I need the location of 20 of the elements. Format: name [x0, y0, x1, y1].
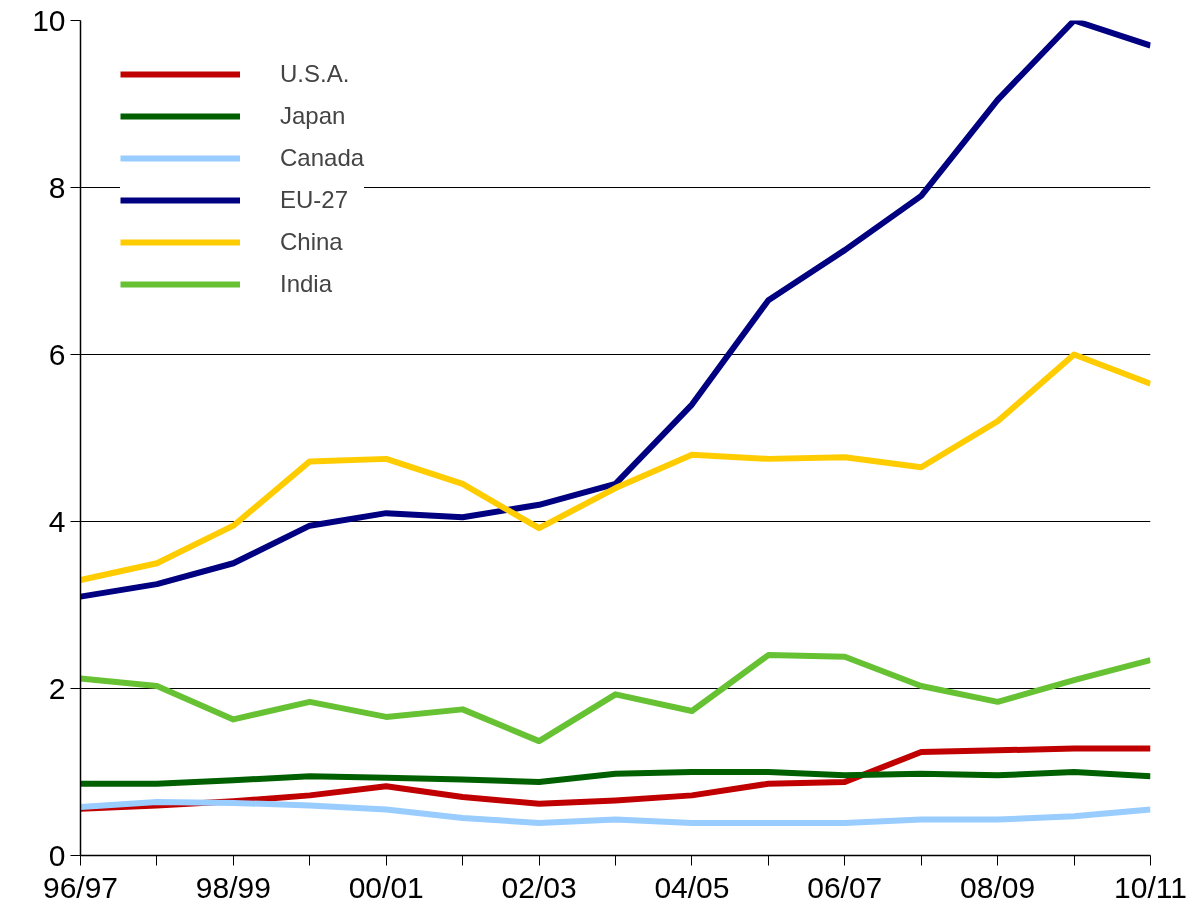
legend-label: Japan [280, 102, 346, 130]
x-tick-label: 96/97 [42, 870, 119, 904]
y-tick-label: 8 [48, 170, 66, 204]
y-tick-label: 2 [48, 671, 66, 705]
x-tick-label: 04/05 [654, 870, 730, 904]
legend-label: U.S.A. [280, 60, 350, 88]
x-tick-label: 98/99 [195, 870, 271, 904]
x-tick-label: 02/03 [501, 870, 577, 904]
x-tick-label: 06/07 [807, 870, 883, 904]
legend-label: Canada [280, 144, 365, 172]
legend-label: India [280, 270, 333, 298]
x-tick-label: 08/09 [960, 870, 1036, 904]
legend-label: EU-27 [280, 186, 349, 214]
x-tick-label: 10/11 [1114, 870, 1187, 904]
legend-label: China [280, 228, 343, 256]
x-tick-label: 00/01 [348, 870, 424, 904]
y-tick-label: 6 [48, 337, 66, 371]
y-tick-label: 10 [32, 3, 66, 37]
y-tick-label: 4 [48, 504, 66, 538]
y-tick-label: 0 [48, 838, 66, 872]
